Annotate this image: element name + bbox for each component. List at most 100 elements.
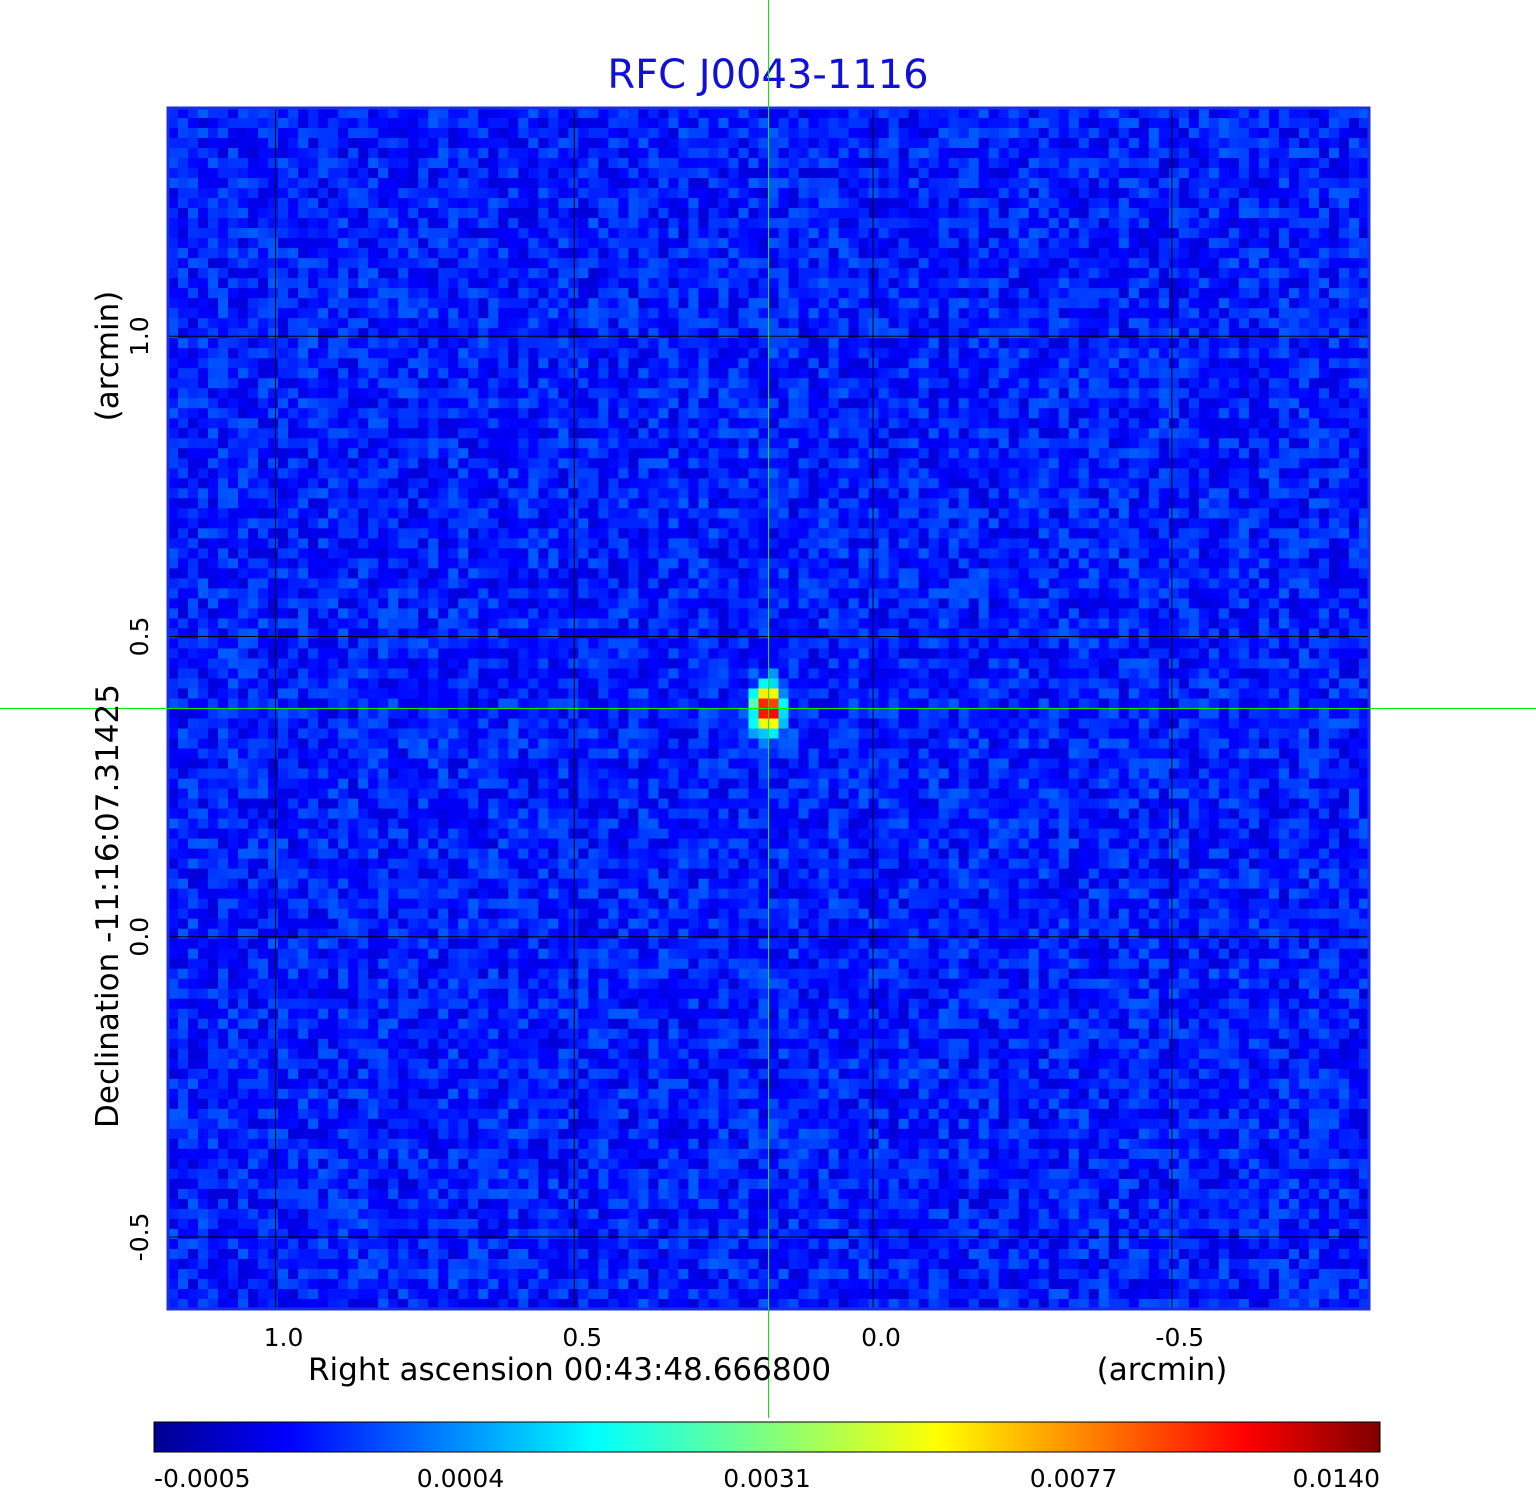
heatmap-cell <box>1028 378 1040 389</box>
heatmap-cell <box>798 228 810 239</box>
heatmap-cell <box>468 388 479 399</box>
heatmap-cell <box>1198 268 1210 279</box>
heatmap-cell <box>408 458 419 469</box>
heatmap-cell <box>1098 238 1110 249</box>
heatmap-cell <box>588 438 599 449</box>
heatmap-cell <box>1038 148 1050 159</box>
heatmap-cell <box>1358 408 1369 419</box>
heatmap-cell <box>818 158 830 169</box>
heatmap-cell <box>1158 498 1170 509</box>
heatmap-cell <box>288 338 299 349</box>
heatmap-cell <box>298 288 309 299</box>
heatmap-cell <box>1338 328 1350 339</box>
heatmap-cell <box>178 518 189 529</box>
heatmap-cell <box>288 418 299 429</box>
heatmap-cell <box>838 248 850 259</box>
heatmap-cell <box>948 478 960 489</box>
heatmap-cell <box>1028 438 1040 449</box>
heatmap-cell <box>348 408 359 419</box>
heatmap-cell <box>1268 178 1280 189</box>
heatmap-cell <box>238 408 249 419</box>
heatmap-cell <box>688 458 700 469</box>
heatmap-cell <box>1028 158 1040 169</box>
heatmap-cell <box>428 258 439 269</box>
heatmap-cell <box>1098 178 1110 189</box>
heatmap-cell <box>618 438 629 449</box>
heatmap-cell <box>208 168 219 179</box>
heatmap-cell <box>368 138 379 149</box>
heatmap-cell <box>558 228 569 239</box>
heatmap-cell <box>1258 278 1270 289</box>
heatmap-cell <box>208 358 219 369</box>
heatmap-cell <box>518 418 529 429</box>
heatmap-cell <box>1028 478 1040 489</box>
heatmap-cell <box>218 148 229 159</box>
heatmap-cell <box>268 198 279 209</box>
heatmap-cell <box>888 408 900 419</box>
heatmap-cell <box>1028 248 1040 259</box>
heatmap-cell <box>348 268 359 279</box>
heatmap-cell <box>888 338 900 349</box>
heatmap-cell <box>668 388 680 399</box>
heatmap-cell <box>808 118 820 129</box>
heatmap-cell <box>558 368 569 379</box>
heatmap-cell <box>1198 298 1210 309</box>
heatmap-cell <box>1268 508 1280 519</box>
heatmap-cell <box>1048 408 1060 419</box>
heatmap-cell <box>728 168 740 179</box>
heatmap-cell <box>658 168 670 179</box>
heatmap-cell <box>188 278 199 289</box>
heatmap-cell <box>1118 468 1130 479</box>
heatmap-cell <box>558 298 569 309</box>
heatmap-cell <box>738 488 750 499</box>
heatmap-cell <box>1198 388 1210 399</box>
heatmap-cell <box>708 418 720 429</box>
heatmap-cell <box>1148 478 1160 489</box>
heatmap-cell <box>388 108 399 119</box>
heatmap-cell <box>238 438 249 449</box>
heatmap-cell <box>1298 408 1310 419</box>
heatmap-cell <box>738 118 750 129</box>
heatmap-cell <box>438 278 449 289</box>
heatmap-cell <box>1348 188 1360 199</box>
heatmap-cell <box>1138 388 1150 399</box>
heatmap-cell <box>1298 108 1310 119</box>
heatmap-cell <box>518 108 529 119</box>
heatmap-cell <box>178 208 189 219</box>
heatmap-cell <box>608 348 619 359</box>
heatmap-cell <box>578 248 589 259</box>
heatmap-cell <box>658 298 670 309</box>
heatmap-cell <box>978 128 990 139</box>
heatmap-cell <box>1078 358 1090 369</box>
heatmap-cell <box>458 388 469 399</box>
heatmap-cell <box>1348 408 1360 419</box>
heatmap-cell <box>168 268 179 279</box>
heatmap-cell <box>828 388 840 399</box>
heatmap-cell <box>1328 378 1340 389</box>
heatmap-cell <box>1338 158 1350 169</box>
heatmap-cell <box>278 198 289 209</box>
heatmap-cell <box>778 208 790 219</box>
heatmap-cell <box>758 148 770 159</box>
heatmap-cell <box>988 118 1000 129</box>
heatmap-cell <box>1348 448 1360 459</box>
heatmap-cell <box>1238 198 1250 209</box>
heatmap-cell <box>238 238 249 249</box>
heatmap-cell <box>578 468 589 479</box>
heatmap-cell <box>868 348 880 359</box>
heatmap-cell <box>928 318 940 329</box>
heatmap-cell <box>928 218 940 229</box>
heatmap-cell <box>528 488 539 499</box>
heatmap-cell <box>568 278 579 289</box>
heatmap-cell <box>368 308 379 319</box>
heatmap-cell <box>1248 378 1260 389</box>
heatmap-cell <box>358 358 369 369</box>
heatmap-cell <box>838 198 850 209</box>
heatmap-cell <box>518 178 529 189</box>
heatmap-cell <box>728 378 740 389</box>
heatmap-cell <box>388 268 399 279</box>
heatmap-cell <box>1208 448 1220 459</box>
heatmap-cell <box>1268 248 1280 259</box>
heatmap-cell <box>518 378 529 389</box>
heatmap-cell <box>1168 348 1180 359</box>
